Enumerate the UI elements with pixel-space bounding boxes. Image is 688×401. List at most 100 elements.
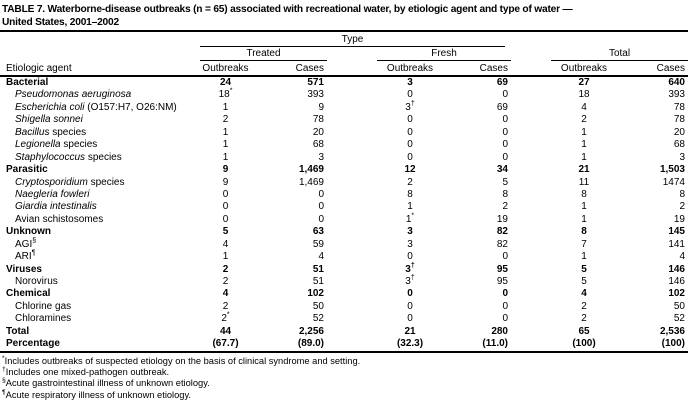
- outbreaks-value: 1: [581, 126, 587, 138]
- title-line-2: United States, 2001–2002: [2, 17, 119, 28]
- cases-value: 68: [312, 139, 324, 151]
- outbreaks-value: 0: [222, 201, 229, 213]
- outbreaks-value: 2: [222, 114, 229, 126]
- row-label: Bacillus species: [15, 126, 87, 138]
- column-gap: [327, 77, 377, 89]
- outbreaks-value: 5: [222, 226, 229, 238]
- title-line-1: TABLE 7. Waterborne-disease outbreaks (n…: [2, 4, 573, 15]
- cases-value: 95: [496, 276, 508, 287]
- cases-value: 0: [318, 213, 324, 225]
- outbreaks-value: 2: [581, 114, 587, 126]
- column-gap: [511, 77, 551, 89]
- outbreaks-value: 1: [581, 213, 587, 225]
- footnote: †Includes one mixed-pathogen outbreak.: [2, 366, 688, 378]
- outbreaks-value: 7: [581, 238, 587, 250]
- footnote-marker: ¶: [2, 388, 6, 396]
- outbreaks-value: 24: [219, 77, 232, 88]
- row-label: AGI§: [15, 237, 37, 250]
- column-header-cases-total: Cases: [656, 63, 685, 74]
- outbreaks-value: 12: [404, 164, 416, 176]
- cases-value: 280: [491, 325, 508, 337]
- cases-value: 4: [679, 251, 685, 263]
- cases-value: 78: [673, 101, 685, 113]
- cases-value: 102: [307, 288, 324, 300]
- cases-value: 78: [673, 114, 685, 126]
- row-label: Parasitic: [6, 164, 48, 176]
- cases-value: 0: [502, 288, 508, 300]
- outbreaks-value: 18: [578, 89, 590, 101]
- cases-value: 82: [496, 238, 508, 250]
- row-label: ARI¶: [15, 249, 36, 263]
- cases-value: 9: [318, 101, 324, 113]
- outbreaks-value: 0: [407, 114, 413, 126]
- column-gap: [511, 301, 551, 313]
- cases-value: 52: [312, 313, 324, 325]
- cases-value: 146: [668, 276, 685, 287]
- cases-value: 8: [679, 188, 685, 200]
- cases-value: 52: [673, 313, 685, 325]
- row-label: Chemical: [6, 288, 51, 300]
- footnotes: *Includes outbreaks of suspected etiolog…: [0, 353, 688, 401]
- cases-value: 3: [679, 151, 685, 163]
- column-header-outbreaks-total: Outbreaks: [560, 63, 608, 74]
- cases-value: (100): [661, 338, 685, 350]
- footnote-text: Acute gastrointestinal illness of unknow…: [5, 378, 210, 389]
- row-label: Escherichia coli (O157:H7, O26:NM): [15, 101, 177, 113]
- outbreaks-value: 0: [407, 288, 413, 300]
- column-gap: [511, 239, 551, 251]
- cases-value: 19: [673, 213, 685, 225]
- outbreaks-value: 11: [578, 176, 590, 188]
- cases-value: 0: [502, 313, 508, 325]
- cases-value: 1,469: [298, 164, 324, 176]
- outbreaks-value: 0: [407, 139, 413, 151]
- outbreaks-value: 21: [404, 325, 416, 337]
- outbreaks-value: 1: [407, 201, 413, 213]
- outbreaks-value: 2: [581, 300, 587, 312]
- column-gap: [327, 139, 377, 151]
- outbreaks-value: 18*: [218, 88, 233, 101]
- column-gap: [327, 301, 377, 313]
- outbreaks-value: 9: [222, 176, 229, 188]
- column-gap: [511, 152, 551, 164]
- outbreaks-value: 1: [222, 151, 229, 163]
- cases-value: 3: [318, 151, 324, 163]
- footnote-text: Includes outbreaks of suspected etiology…: [4, 355, 361, 366]
- outbreaks-value: 1: [581, 251, 587, 263]
- column-gap: [511, 201, 551, 213]
- row-label: Shigella sonnei: [15, 114, 83, 126]
- outbreaks-value: 0: [407, 300, 413, 312]
- type-header: Type: [200, 32, 505, 47]
- outbreaks-value: 4: [581, 288, 587, 300]
- outbreaks-value: 2: [222, 276, 229, 287]
- column-gap: [327, 288, 377, 300]
- outbreaks-value: 65: [578, 325, 590, 337]
- outbreaks-value: 0: [407, 89, 413, 101]
- column-gap: [327, 189, 377, 201]
- row-label: Cryptosporidium species: [15, 176, 125, 188]
- column-header-outbreaks-fresh: Outbreaks: [386, 63, 434, 74]
- cases-value: (11.0): [482, 338, 508, 350]
- footnote-text: Acute respiratory illness of unknown eti…: [5, 389, 191, 400]
- column-gap: [327, 214, 377, 226]
- column-header-cases-fresh: Cases: [479, 63, 508, 74]
- outbreaks-value: 3: [407, 238, 413, 250]
- outbreaks-value: 1: [222, 126, 229, 138]
- row-label: Bacterial: [6, 77, 49, 88]
- cases-value: 51: [312, 276, 324, 287]
- cases-value: 5: [502, 176, 508, 188]
- outbreaks-value: 1: [222, 101, 229, 113]
- cases-value: 1474: [662, 176, 685, 188]
- outbreaks-value: 8: [407, 188, 413, 200]
- outbreaks-value: (100): [572, 338, 596, 350]
- column-gap: [511, 164, 551, 176]
- column-gap: [327, 152, 377, 164]
- column-gap: [327, 251, 377, 263]
- cases-value: 2: [679, 201, 685, 213]
- column-gap: [511, 89, 551, 101]
- column-gap: [327, 276, 377, 288]
- outbreaks-value: 9: [222, 164, 229, 176]
- column-gap: [511, 114, 551, 126]
- outbreaks-value: 1*: [405, 212, 415, 225]
- cases-value: 20: [312, 126, 324, 138]
